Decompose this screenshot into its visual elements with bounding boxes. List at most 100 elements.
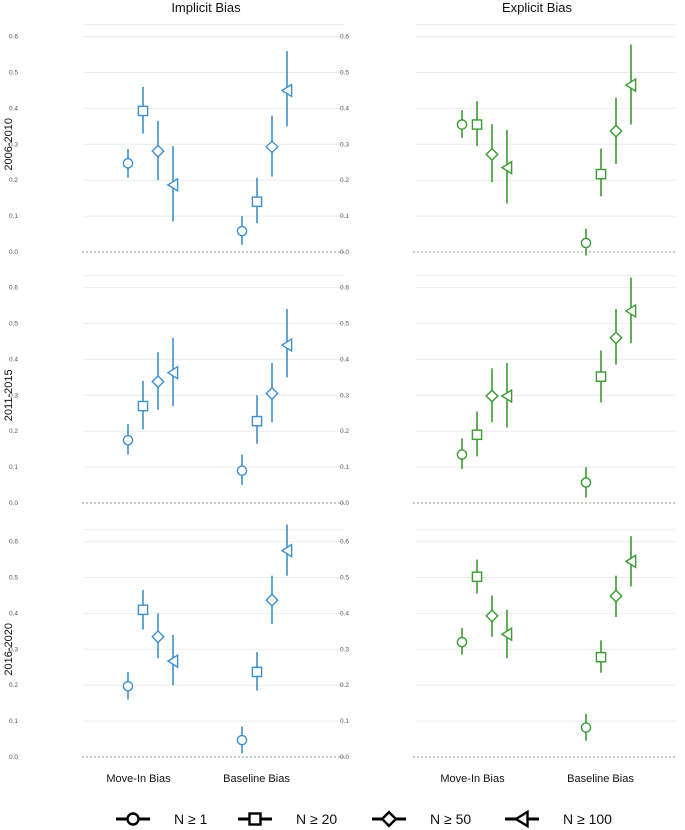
y-tick-label: 0.0 [9, 249, 18, 256]
y-tick-label: 0.1 [340, 213, 349, 220]
point-marker-triangle [166, 365, 179, 380]
panel-2016-2020-explicit-bias: 0.0 0.1 0.2 0.3 0.4 0.5 0.6 [340, 529, 675, 761]
point-marker-diamond [609, 331, 623, 345]
point-marker-circle [456, 119, 468, 130]
data-point-baseline-bias-n-100 [280, 50, 293, 127]
point-marker-square [471, 429, 483, 441]
y-tick-label: 0.2 [9, 177, 18, 184]
y-tick-label: 0.6 [9, 539, 18, 546]
y-tick-label: 0.4 [9, 610, 18, 617]
y-tick-label: 0.6 [9, 34, 18, 41]
point-marker-diamond [485, 147, 499, 162]
legend: N ≥ 1 N ≥ 20 N ≥ 50 N ≥ 100 [116, 809, 612, 829]
legend-item-n-1: N ≥ 1 [116, 811, 208, 827]
point-marker-square [251, 415, 263, 427]
point-marker-diamond [265, 140, 279, 154]
y-tick-label: 0.6 [340, 34, 349, 41]
point-marker-diamond [151, 629, 165, 644]
point-marker-square [251, 196, 263, 208]
y-tick-label: 0.2 [340, 428, 349, 435]
point-marker-square [137, 400, 149, 412]
legend-marker-triangle [513, 809, 529, 829]
y-tick-label: 0.6 [9, 285, 18, 292]
data-point-move-in-bias-n-100 [166, 146, 179, 222]
data-point-move-in-bias-n-50 [485, 595, 499, 637]
legend-label: N ≥ 20 [296, 811, 337, 827]
y-tick-label: 0.0 [340, 249, 349, 256]
legend-marker-square [248, 812, 262, 826]
data-point-baseline-bias-n-20 [595, 148, 607, 197]
x-category-explicit-bias-baseline-bias: Baseline Bias [567, 773, 634, 785]
point-marker-triangle [624, 77, 637, 93]
y-tick-label: 0.1 [9, 464, 18, 471]
legend-label: N ≥ 1 [174, 811, 208, 827]
data-point-move-in-bias-n-1 [122, 671, 134, 700]
y-tick-label: 0.3 [340, 392, 349, 399]
data-point-baseline-bias-n-1 [236, 454, 248, 486]
point-marker-circle [236, 734, 248, 746]
point-marker-square [471, 119, 483, 130]
data-point-baseline-bias-n-20 [595, 350, 607, 403]
y-tick-label: 0.5 [340, 70, 349, 77]
data-point-move-in-bias-n-50 [485, 124, 499, 182]
data-point-move-in-bias-n-100 [166, 337, 179, 407]
y-tick-label: 0.3 [9, 392, 18, 399]
data-point-baseline-bias-n-50 [265, 575, 279, 625]
point-marker-square [137, 604, 149, 616]
y-tick-label: 0.1 [340, 464, 349, 471]
point-marker-diamond [609, 589, 623, 603]
point-marker-triangle [280, 543, 293, 558]
legend-item-n-100: N ≥ 100 [505, 809, 612, 829]
panel-2011-2015-explicit-bias: 0.0 0.1 0.2 0.3 0.4 0.5 0.6 [340, 275, 675, 507]
point-marker-circle [122, 680, 134, 692]
data-point-move-in-bias-n-20 [471, 559, 483, 594]
y-tick-label: 0.2 [340, 177, 349, 184]
data-point-move-in-bias-n-100 [500, 609, 513, 659]
data-point-move-in-bias-n-1 [456, 110, 468, 138]
point-marker-triangle [500, 626, 513, 642]
legend-item-n-20: N ≥ 20 [238, 811, 337, 827]
point-marker-circle [580, 477, 592, 488]
data-point-move-in-bias-n-100 [500, 362, 513, 428]
data-point-move-in-bias-n-20 [137, 590, 149, 630]
point-marker-diamond [609, 124, 623, 138]
data-point-move-in-bias-n-20 [471, 411, 483, 457]
row-label-2011-2015: 2011-2015 [3, 369, 15, 421]
y-tick-label: 0.6 [340, 539, 349, 546]
data-point-move-in-bias-n-50 [151, 120, 165, 181]
point-marker-circle [580, 237, 592, 249]
x-category-explicit-bias-move-in-bias: Move-In Bias [440, 773, 505, 785]
y-tick-label: 0.1 [9, 213, 18, 220]
point-marker-square [471, 571, 483, 583]
point-marker-triangle [500, 388, 513, 404]
point-marker-square [595, 651, 607, 663]
data-point-baseline-bias-n-20 [251, 395, 263, 444]
point-marker-square [595, 168, 607, 180]
data-point-baseline-bias-n-100 [624, 277, 637, 344]
y-tick-label: 0.1 [9, 718, 18, 725]
column-title-implicit-bias: Implicit Bias [171, 0, 241, 15]
data-point-baseline-bias-n-20 [595, 640, 607, 673]
row-label-2006-2010: 2006-2010 [3, 118, 15, 171]
point-marker-square [595, 371, 607, 382]
data-point-baseline-bias-n-50 [609, 575, 623, 617]
y-tick-label: 0.0 [9, 500, 18, 507]
point-marker-circle [236, 465, 248, 476]
data-point-move-in-bias-n-20 [137, 380, 149, 430]
column-titles: Implicit Bias Explicit Bias [171, 0, 572, 15]
panel-2011-2015-implicit-bias: 0.0 0.1 0.2 0.3 0.4 0.5 0.6 [9, 275, 344, 507]
panel-2016-2020-implicit-bias: 0.0 0.1 0.2 0.3 0.4 0.5 0.6 [9, 524, 344, 761]
legend-label: N ≥ 100 [563, 811, 612, 827]
y-tick-label: 0.2 [9, 428, 18, 435]
point-marker-triangle [624, 554, 637, 569]
data-point-move-in-bias-n-50 [151, 352, 165, 410]
y-tick-label: 0.2 [9, 682, 18, 689]
y-tick-label: 0.2 [340, 682, 349, 689]
data-point-move-in-bias-n-50 [485, 368, 499, 423]
data-point-baseline-bias-n-1 [580, 467, 592, 498]
data-point-baseline-bias-n-50 [265, 115, 279, 177]
point-marker-circle [122, 434, 134, 446]
point-marker-diamond [265, 593, 279, 607]
point-marker-diamond [265, 386, 279, 401]
point-marker-square [251, 666, 263, 678]
